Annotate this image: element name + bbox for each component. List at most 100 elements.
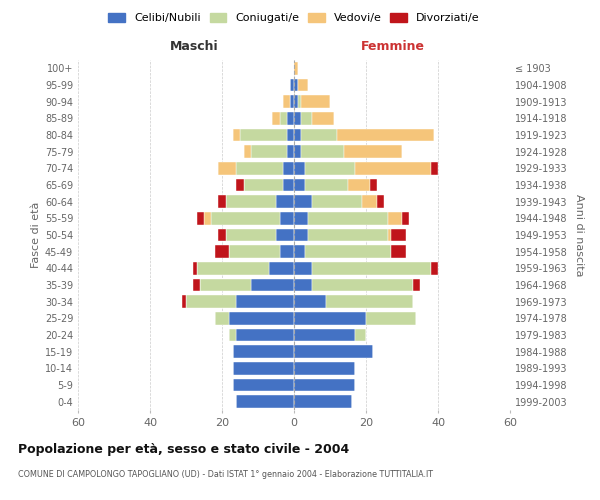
Bar (294, 312, 366, 324)
Bar (391, 229, 406, 241)
Bar (283, 179, 294, 192)
Bar (229, 312, 294, 324)
Bar (193, 262, 197, 274)
Bar (287, 146, 294, 158)
Bar (251, 279, 294, 291)
Bar (388, 212, 402, 224)
Bar (215, 312, 229, 324)
Bar (290, 79, 294, 92)
Bar (294, 162, 305, 174)
Bar (431, 262, 438, 274)
Bar (294, 279, 312, 291)
Bar (276, 229, 294, 241)
Bar (229, 246, 280, 258)
Text: Maschi: Maschi (170, 40, 219, 53)
Bar (287, 112, 294, 124)
Bar (236, 329, 294, 341)
Bar (377, 196, 384, 208)
Bar (388, 229, 391, 241)
Bar (294, 62, 298, 74)
Bar (298, 96, 301, 108)
Bar (280, 212, 294, 224)
Bar (355, 162, 431, 174)
Bar (402, 212, 409, 224)
Bar (366, 312, 416, 324)
Bar (186, 296, 236, 308)
Bar (294, 379, 355, 391)
Bar (197, 262, 269, 274)
Bar (294, 129, 301, 141)
Bar (233, 346, 294, 358)
Bar (308, 229, 388, 241)
Bar (294, 362, 355, 374)
Bar (294, 329, 355, 341)
Bar (197, 212, 204, 224)
Bar (294, 79, 298, 92)
Bar (294, 112, 301, 124)
Bar (215, 246, 229, 258)
Bar (326, 296, 413, 308)
Bar (240, 129, 287, 141)
Bar (236, 296, 294, 308)
Bar (283, 162, 294, 174)
Bar (301, 129, 337, 141)
Bar (272, 112, 280, 124)
Y-axis label: Anni di nascita: Anni di nascita (574, 194, 584, 276)
Bar (283, 96, 290, 108)
Bar (193, 279, 200, 291)
Bar (244, 179, 283, 192)
Bar (236, 396, 294, 408)
Bar (244, 146, 251, 158)
Bar (362, 196, 377, 208)
Bar (200, 279, 251, 291)
Bar (229, 329, 236, 341)
Bar (431, 162, 438, 174)
Bar (305, 162, 355, 174)
Bar (312, 262, 431, 274)
Bar (305, 179, 348, 192)
Bar (218, 229, 226, 241)
Text: COMUNE DI CAMPOLONGO TAPOGLIANO (UD) - Dati ISTAT 1° gennaio 2004 - Elaborazione: COMUNE DI CAMPOLONGO TAPOGLIANO (UD) - D… (18, 470, 433, 479)
Bar (312, 279, 413, 291)
Bar (294, 212, 308, 224)
Bar (226, 229, 276, 241)
Bar (233, 362, 294, 374)
Bar (182, 296, 186, 308)
Bar (294, 146, 301, 158)
Bar (269, 262, 294, 274)
Bar (301, 112, 312, 124)
Bar (294, 262, 312, 274)
Bar (211, 212, 280, 224)
Bar (348, 179, 370, 192)
Bar (280, 246, 294, 258)
Bar (233, 379, 294, 391)
Bar (276, 196, 294, 208)
Bar (413, 279, 420, 291)
Bar (294, 396, 352, 408)
Bar (344, 146, 402, 158)
Bar (290, 96, 294, 108)
Bar (301, 96, 330, 108)
Bar (337, 129, 434, 141)
Bar (312, 196, 362, 208)
Bar (370, 179, 377, 192)
Bar (294, 296, 326, 308)
Y-axis label: Fasce di età: Fasce di età (31, 202, 41, 268)
Bar (294, 196, 312, 208)
Bar (294, 246, 305, 258)
Bar (204, 212, 211, 224)
Bar (226, 196, 276, 208)
Bar (294, 346, 373, 358)
Bar (236, 162, 283, 174)
Bar (294, 179, 305, 192)
Bar (251, 146, 287, 158)
Bar (280, 112, 287, 124)
Bar (355, 329, 366, 341)
Bar (298, 79, 308, 92)
Bar (218, 196, 226, 208)
Bar (305, 246, 391, 258)
Bar (294, 229, 308, 241)
Bar (233, 129, 240, 141)
Bar (287, 129, 294, 141)
Bar (301, 146, 344, 158)
